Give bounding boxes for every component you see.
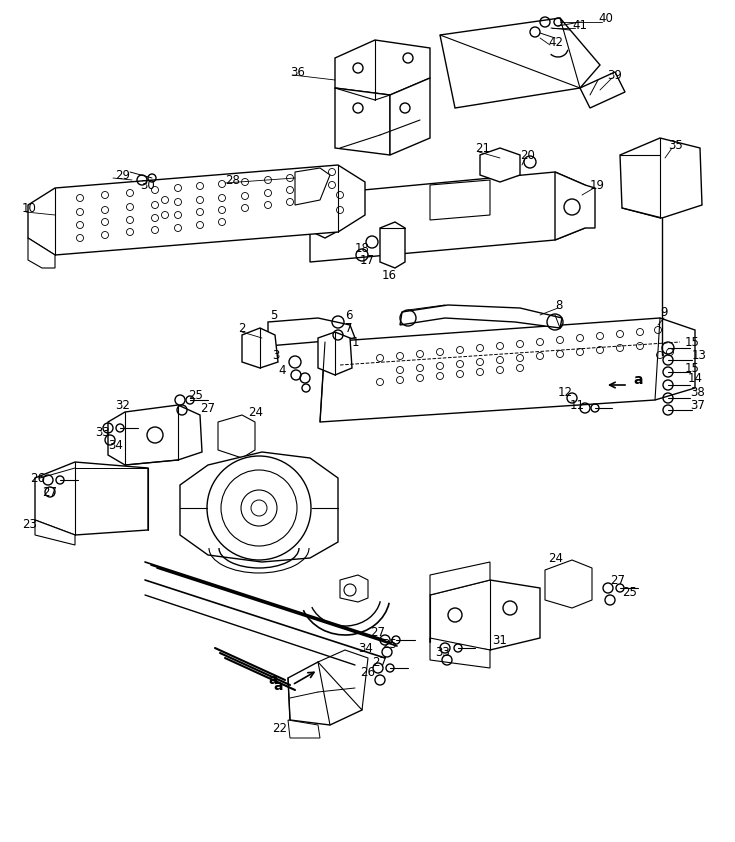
Polygon shape [580, 72, 625, 108]
Text: 10: 10 [22, 201, 37, 215]
Text: 20: 20 [520, 148, 535, 162]
Text: 29: 29 [115, 168, 130, 182]
Text: 12: 12 [558, 386, 573, 398]
Polygon shape [242, 328, 278, 368]
Polygon shape [295, 168, 330, 205]
Polygon shape [180, 452, 338, 562]
Text: 22: 22 [272, 722, 287, 734]
Text: 24: 24 [548, 552, 563, 564]
Text: a: a [634, 373, 642, 387]
Polygon shape [430, 180, 490, 220]
Polygon shape [440, 18, 600, 108]
Polygon shape [400, 305, 562, 328]
Text: 13: 13 [692, 349, 707, 361]
Polygon shape [335, 88, 390, 155]
Text: 41: 41 [572, 19, 587, 31]
Polygon shape [545, 560, 592, 608]
Polygon shape [430, 562, 490, 595]
Polygon shape [318, 650, 368, 710]
Text: 15: 15 [685, 361, 700, 375]
Text: 4: 4 [278, 364, 285, 376]
Text: 27: 27 [372, 656, 387, 669]
Text: 23: 23 [22, 519, 37, 531]
Polygon shape [480, 148, 520, 182]
Polygon shape [268, 318, 355, 346]
Text: 25: 25 [188, 388, 203, 402]
Text: 6: 6 [345, 308, 353, 322]
Text: 16: 16 [382, 269, 397, 281]
Text: 27: 27 [610, 573, 625, 587]
Polygon shape [308, 188, 340, 238]
Text: 26: 26 [30, 472, 45, 484]
Text: 28: 28 [225, 173, 240, 186]
Polygon shape [318, 332, 352, 375]
Polygon shape [288, 720, 320, 738]
Polygon shape [390, 78, 430, 155]
Text: 24: 24 [248, 406, 263, 418]
Text: 18: 18 [355, 242, 370, 254]
Text: 14: 14 [688, 371, 703, 385]
Text: 37: 37 [690, 398, 705, 412]
Polygon shape [380, 222, 405, 268]
Polygon shape [35, 520, 75, 545]
Text: 27: 27 [200, 402, 215, 414]
Text: 2: 2 [238, 322, 245, 334]
Text: 42: 42 [548, 35, 563, 49]
Text: a: a [268, 673, 278, 687]
Text: 32: 32 [115, 398, 130, 412]
Text: 30: 30 [140, 179, 155, 191]
Polygon shape [28, 165, 365, 255]
Text: 34: 34 [108, 439, 123, 451]
Polygon shape [320, 318, 695, 422]
Text: 34: 34 [358, 642, 373, 654]
Polygon shape [340, 575, 368, 602]
Polygon shape [310, 172, 585, 262]
Text: 21: 21 [475, 141, 490, 154]
Text: 36: 36 [290, 66, 305, 78]
Text: 39: 39 [607, 68, 622, 82]
Text: 40: 40 [598, 12, 613, 24]
Polygon shape [28, 238, 55, 268]
Text: 27: 27 [370, 626, 385, 638]
Text: 17: 17 [360, 253, 375, 267]
Text: 1: 1 [352, 335, 359, 349]
Text: a: a [273, 679, 283, 693]
Text: 5: 5 [270, 308, 277, 322]
Text: 9: 9 [660, 306, 667, 318]
Text: 31: 31 [492, 633, 507, 647]
Polygon shape [555, 172, 595, 240]
Text: 38: 38 [690, 386, 705, 398]
Text: 33: 33 [95, 425, 110, 439]
Text: 19: 19 [590, 179, 605, 191]
Text: 35: 35 [668, 138, 683, 152]
Polygon shape [35, 462, 148, 535]
Polygon shape [620, 138, 702, 218]
Text: 15: 15 [685, 335, 700, 349]
Text: 33: 33 [435, 646, 450, 658]
Text: 27: 27 [42, 486, 57, 498]
Text: 8: 8 [555, 299, 562, 312]
Text: 3: 3 [272, 349, 279, 361]
Polygon shape [288, 662, 362, 725]
Polygon shape [108, 405, 202, 465]
Text: 7: 7 [345, 322, 353, 334]
Text: 25: 25 [382, 638, 397, 652]
Polygon shape [430, 580, 540, 650]
Text: 25: 25 [622, 585, 637, 599]
Polygon shape [430, 638, 490, 668]
Text: 26: 26 [360, 665, 375, 679]
Text: 11: 11 [570, 398, 585, 412]
Polygon shape [335, 40, 430, 95]
Polygon shape [218, 415, 255, 458]
